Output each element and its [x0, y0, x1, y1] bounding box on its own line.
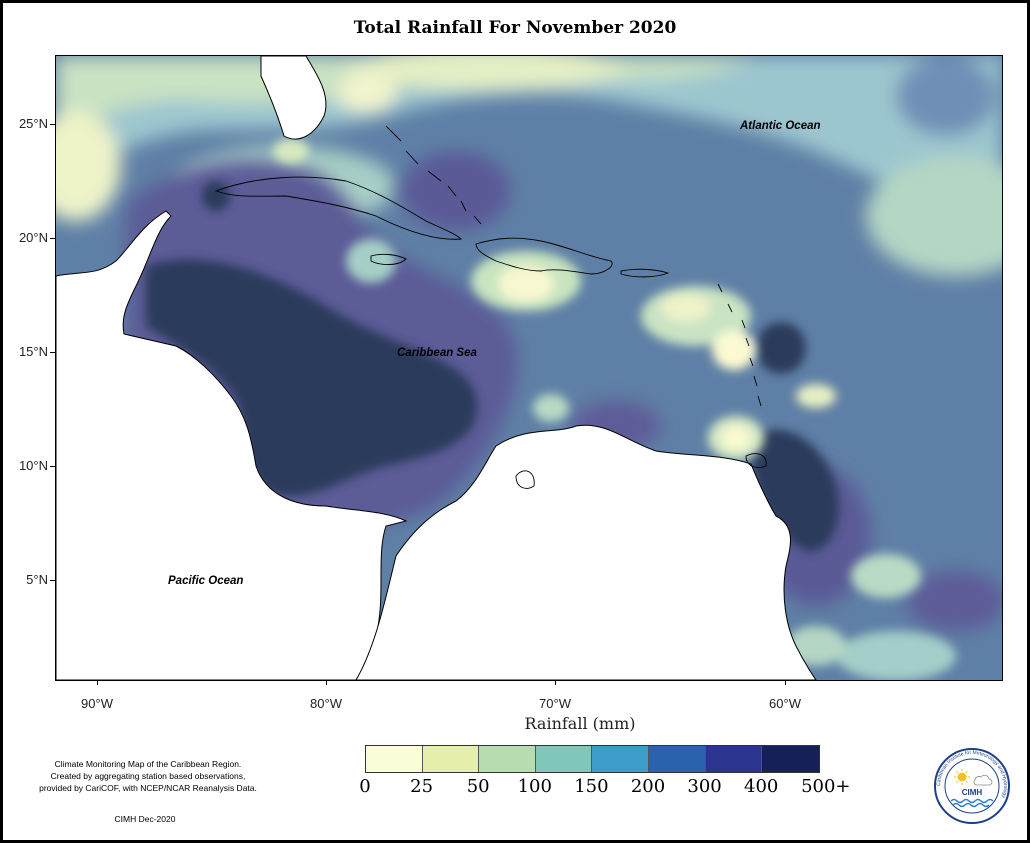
- south-america-land: [355, 424, 817, 680]
- legend-break-label: 150: [574, 776, 609, 797]
- legend-break-label: 25: [410, 776, 434, 797]
- lat-tick-label: 25°N: [18, 116, 48, 131]
- lat-tick-mark-20: [50, 238, 55, 239]
- rainfall-map-svg: [56, 56, 1002, 680]
- lat-tick-mark-10: [50, 466, 55, 467]
- hispaniola-outline: [475, 237, 613, 275]
- lon-tick-mark-90: [97, 680, 98, 685]
- puerto-rico-outline: [620, 268, 670, 278]
- map-description: Climate Monitoring Map of the Caribbean …: [18, 758, 278, 794]
- legend-break-label: 200: [630, 776, 666, 797]
- lon-tick-mark-80: [326, 680, 327, 685]
- legend-swatch: [592, 746, 649, 772]
- logo-name: CIMH: [962, 788, 983, 797]
- legend-break-label: 50: [466, 776, 490, 797]
- legend-break-label: 100: [517, 776, 552, 797]
- atlantic-ocean-label: Atlantic Ocean: [740, 120, 821, 132]
- cloud-icon: [973, 774, 993, 786]
- map-credit: CIMH Dec-2020: [114, 814, 176, 824]
- land-masses: [56, 56, 817, 680]
- lon-tick-label: 60°W: [769, 696, 801, 711]
- legend-swatch: [479, 746, 536, 772]
- rainfall-field-light-spots: [273, 139, 956, 680]
- pacific-ocean-label: Pacific Ocean: [168, 575, 244, 587]
- lat-tick-mark-25: [50, 124, 55, 125]
- map-title: Total Rainfall For November 2020: [353, 18, 677, 38]
- wave-icon: [950, 798, 994, 808]
- map-description-line: provided by CariCOF, with NCEP/NCAR Rean…: [39, 783, 257, 793]
- jamaica-outline: [370, 253, 407, 265]
- legend-swatch: [705, 746, 763, 772]
- cimh-logo: Caribbean Institute for Meteorology and …: [934, 748, 1010, 824]
- rainfall-legend: [365, 745, 820, 773]
- maracaibo-outline: [515, 470, 535, 489]
- rainfall-field-dark: [146, 181, 839, 552]
- lat-tick-label: 20°N: [18, 230, 48, 245]
- legend-break-label: 400: [744, 776, 779, 797]
- sun-icon: [954, 769, 970, 785]
- caribbean-sea-label: Caribbean Sea: [397, 347, 477, 359]
- legend-swatch: [366, 746, 423, 772]
- lon-tick-mark-70: [555, 680, 556, 685]
- lon-tick-mark-60: [785, 680, 786, 685]
- legend-swatch: [648, 746, 706, 772]
- legend-swatch: [422, 746, 480, 772]
- central-america-land: [56, 210, 408, 680]
- lat-tick-mark-15: [50, 352, 55, 353]
- rainfall-axis-label: Rainfall (mm): [524, 714, 636, 733]
- trinidad-outline: [745, 453, 767, 468]
- island-outlines: [214, 125, 767, 489]
- legend-swatch: [535, 746, 593, 772]
- lat-tick-label: 15°N: [18, 344, 48, 359]
- legend-break-label: 0: [359, 776, 371, 797]
- cuba-outline: [214, 176, 463, 240]
- bahamas-outline: [385, 125, 482, 225]
- lon-tick-label: 90°W: [81, 696, 113, 711]
- rainfall-map: [55, 55, 1003, 681]
- lat-tick-label: 10°N: [18, 458, 48, 473]
- legend-break-label: 300: [687, 776, 722, 797]
- lat-tick-mark-5: [50, 580, 55, 581]
- legend-break-label: 500+: [801, 776, 851, 797]
- lon-tick-label: 70°W: [539, 696, 571, 711]
- lon-tick-label: 80°W: [310, 696, 342, 711]
- florida-land: [260, 56, 327, 140]
- legend-swatch: [762, 746, 819, 772]
- map-description-line: Climate Monitoring Map of the Caribbean …: [54, 759, 242, 769]
- lat-tick-label: 5°N: [26, 572, 48, 587]
- map-description-line: Created by aggregating station based obs…: [50, 771, 246, 781]
- lesser-antilles-outline: [717, 283, 762, 407]
